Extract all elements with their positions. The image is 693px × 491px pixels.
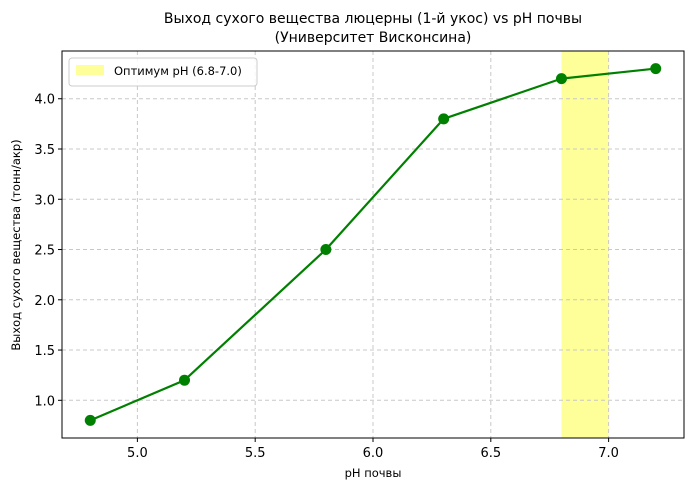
y-axis-label: Выход сухого вещества (тонн/акр) — [9, 139, 23, 350]
chart-title-line-1: Выход сухого вещества люцерны (1-й укос)… — [164, 11, 582, 27]
optimum-region-layer — [561, 51, 609, 438]
y-tick-label: 2.0 — [34, 294, 55, 309]
data-point — [320, 244, 332, 256]
x-tick-label: 7.0 — [598, 446, 619, 461]
y-tick-label: 4.0 — [34, 93, 55, 108]
y-tick-label: 1.0 — [34, 394, 55, 409]
chart-title: Выход сухого вещества люцерны (1-й укос)… — [164, 11, 582, 46]
x-tick-label: 6.5 — [480, 446, 501, 461]
data-point — [555, 73, 567, 85]
legend-swatch-optimum — [76, 65, 104, 75]
x-axis-label: pH почвы — [345, 466, 402, 480]
data-point — [179, 374, 191, 386]
x-tick-label: 6.0 — [363, 446, 384, 461]
chart-title-line-2: (Университет Висконсина) — [275, 30, 472, 46]
y-tick-label: 3.0 — [34, 193, 55, 208]
y-tick-label: 1.5 — [34, 344, 55, 359]
series-line — [89, 67, 656, 422]
data-point — [84, 414, 96, 426]
x-tick-label: 5.5 — [245, 446, 266, 461]
ticks-layer: 5.0 5.5 6.0 6.5 7.0 1.0 1.5 2.0 2.5 3.0 3.5 4.0 — [34, 93, 619, 461]
y-tick-label: 2.5 — [34, 244, 55, 259]
legend-label-optimum: Оптимум pH (6.8-7.0) — [114, 64, 242, 78]
y-tick-label: 3.5 — [34, 143, 55, 158]
data-point — [650, 63, 662, 75]
optimum-ph-region — [561, 51, 609, 438]
legend: Оптимум pH (6.8-7.0) — [68, 57, 258, 87]
series-layer — [84, 63, 662, 426]
legend-box — [68, 57, 258, 87]
data-point — [438, 113, 450, 125]
x-tick-label: 5.0 — [127, 446, 148, 461]
grid-layer — [62, 51, 684, 438]
